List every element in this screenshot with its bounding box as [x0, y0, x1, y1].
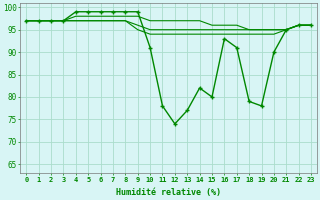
X-axis label: Humidité relative (%): Humidité relative (%) [116, 188, 221, 197]
